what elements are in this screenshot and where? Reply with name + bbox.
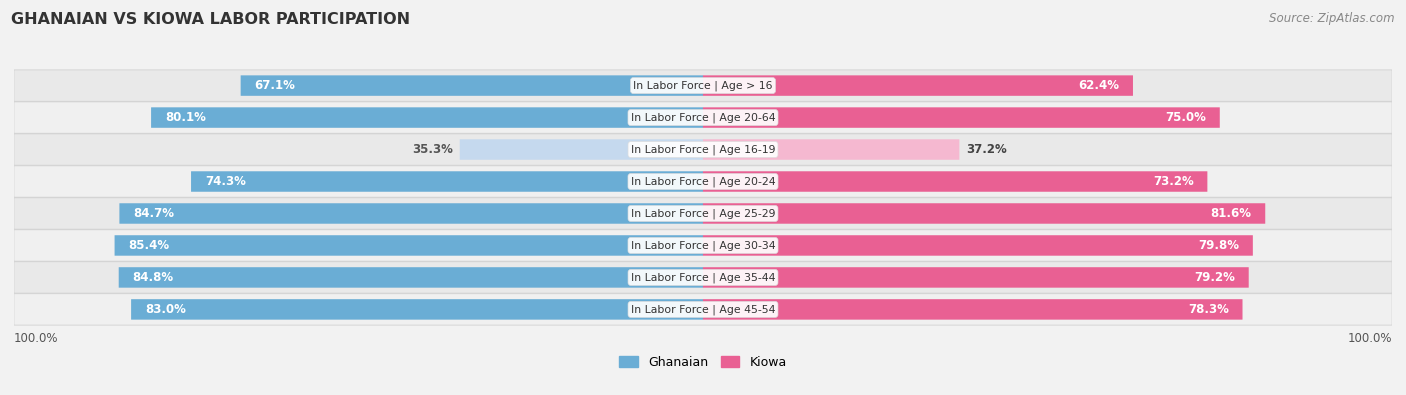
Text: 81.6%: 81.6%: [1211, 207, 1251, 220]
Text: 67.1%: 67.1%: [254, 79, 295, 92]
Text: 37.2%: 37.2%: [966, 143, 1007, 156]
FancyBboxPatch shape: [703, 139, 959, 160]
FancyBboxPatch shape: [131, 299, 703, 320]
FancyBboxPatch shape: [703, 75, 1133, 96]
Text: 74.3%: 74.3%: [205, 175, 246, 188]
Text: 83.0%: 83.0%: [145, 303, 186, 316]
Text: 80.1%: 80.1%: [165, 111, 205, 124]
FancyBboxPatch shape: [14, 102, 1392, 133]
FancyBboxPatch shape: [460, 139, 703, 160]
Text: 35.3%: 35.3%: [412, 143, 453, 156]
Legend: Ghanaian, Kiowa: Ghanaian, Kiowa: [614, 351, 792, 374]
FancyBboxPatch shape: [703, 299, 1243, 320]
Text: In Labor Force | Age 20-24: In Labor Force | Age 20-24: [631, 176, 775, 187]
Text: In Labor Force | Age 35-44: In Labor Force | Age 35-44: [631, 272, 775, 283]
Text: In Labor Force | Age 16-19: In Labor Force | Age 16-19: [631, 144, 775, 155]
FancyBboxPatch shape: [703, 235, 1253, 256]
Text: 78.3%: 78.3%: [1188, 303, 1229, 316]
Text: 62.4%: 62.4%: [1078, 79, 1119, 92]
FancyBboxPatch shape: [191, 171, 703, 192]
Text: 75.0%: 75.0%: [1166, 111, 1206, 124]
FancyBboxPatch shape: [703, 203, 1265, 224]
Text: 79.2%: 79.2%: [1194, 271, 1234, 284]
Text: In Labor Force | Age 25-29: In Labor Force | Age 25-29: [631, 208, 775, 219]
FancyBboxPatch shape: [703, 107, 1220, 128]
Text: 85.4%: 85.4%: [128, 239, 170, 252]
Text: 84.8%: 84.8%: [132, 271, 174, 284]
FancyBboxPatch shape: [150, 107, 703, 128]
FancyBboxPatch shape: [118, 267, 703, 288]
Text: 73.2%: 73.2%: [1153, 175, 1194, 188]
FancyBboxPatch shape: [14, 166, 1392, 197]
FancyBboxPatch shape: [14, 230, 1392, 261]
FancyBboxPatch shape: [14, 198, 1392, 229]
FancyBboxPatch shape: [240, 75, 703, 96]
Text: 79.8%: 79.8%: [1198, 239, 1239, 252]
FancyBboxPatch shape: [114, 235, 703, 256]
Text: In Labor Force | Age 20-64: In Labor Force | Age 20-64: [631, 112, 775, 123]
FancyBboxPatch shape: [14, 262, 1392, 293]
Text: In Labor Force | Age 45-54: In Labor Force | Age 45-54: [631, 304, 775, 315]
FancyBboxPatch shape: [14, 134, 1392, 165]
FancyBboxPatch shape: [703, 171, 1208, 192]
FancyBboxPatch shape: [14, 70, 1392, 101]
FancyBboxPatch shape: [14, 294, 1392, 325]
Text: In Labor Force | Age 30-34: In Labor Force | Age 30-34: [631, 240, 775, 251]
Text: GHANAIAN VS KIOWA LABOR PARTICIPATION: GHANAIAN VS KIOWA LABOR PARTICIPATION: [11, 12, 411, 27]
Text: Source: ZipAtlas.com: Source: ZipAtlas.com: [1270, 12, 1395, 25]
Text: In Labor Force | Age > 16: In Labor Force | Age > 16: [633, 80, 773, 91]
Text: 100.0%: 100.0%: [1347, 333, 1392, 346]
FancyBboxPatch shape: [120, 203, 703, 224]
Text: 84.7%: 84.7%: [134, 207, 174, 220]
Text: 100.0%: 100.0%: [14, 333, 59, 346]
FancyBboxPatch shape: [703, 267, 1249, 288]
